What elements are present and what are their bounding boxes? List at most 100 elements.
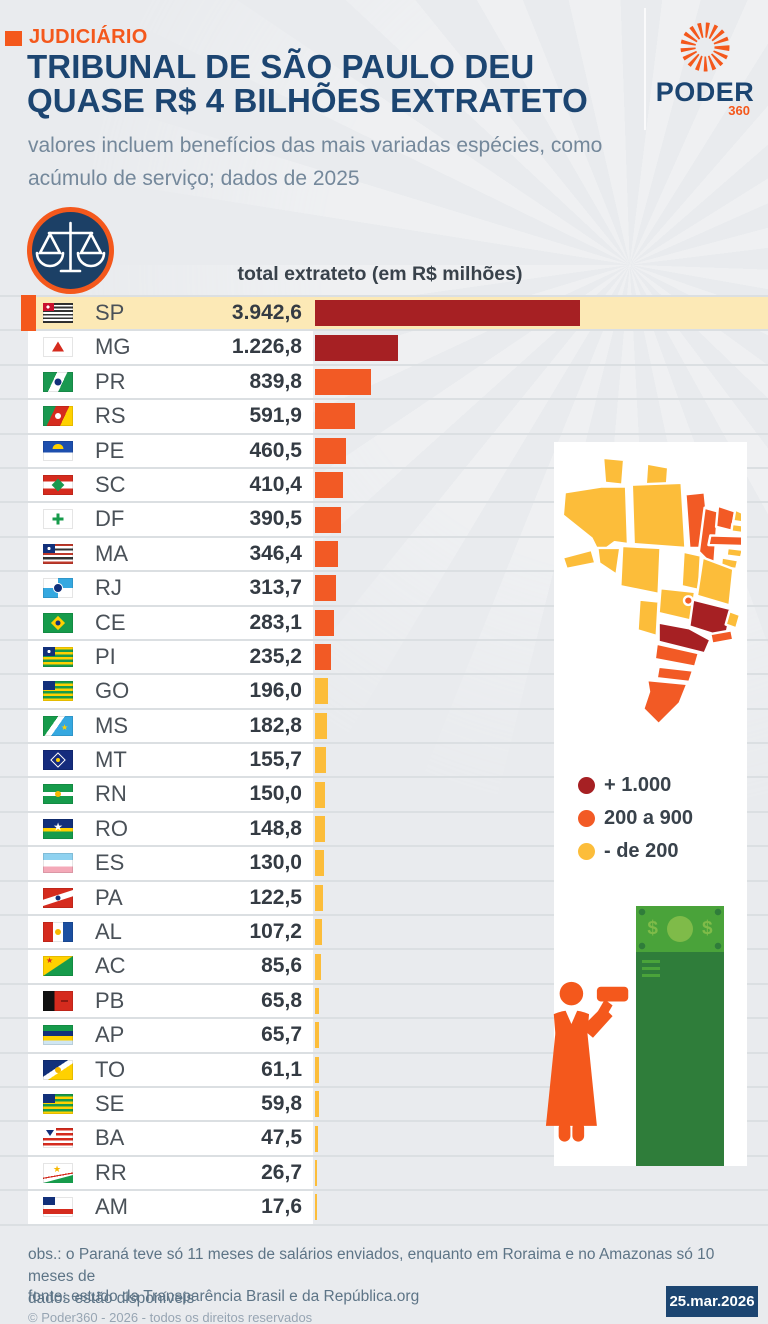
state-code: MG bbox=[95, 334, 131, 360]
state-value: 122,5 bbox=[249, 885, 302, 909]
value-bar bbox=[315, 644, 331, 671]
table-row: PB 65,8 bbox=[0, 984, 768, 1020]
state-code: SE bbox=[95, 1090, 125, 1116]
state-code: TO bbox=[95, 1056, 126, 1082]
logo-wordmark: PODER bbox=[655, 77, 755, 107]
state-value: 155,7 bbox=[249, 748, 302, 772]
table-row: MG 1.226,8 bbox=[0, 331, 768, 366]
row-background bbox=[28, 468, 313, 502]
state-flag-icon bbox=[43, 371, 73, 392]
table-row: RR 26,7 bbox=[0, 1156, 768, 1192]
copyright-line: © Poder360 - 2026 - todos os direitos re… bbox=[28, 1310, 313, 1324]
legend-dot bbox=[578, 843, 595, 860]
state-flag-icon bbox=[43, 1025, 73, 1046]
legend-dot bbox=[578, 810, 595, 827]
state-code: RS bbox=[95, 403, 126, 429]
value-bar bbox=[315, 884, 324, 911]
state-value: 410,4 bbox=[249, 472, 302, 496]
map-state-pr bbox=[653, 642, 701, 668]
value-bar bbox=[315, 1091, 319, 1118]
value-bar bbox=[315, 678, 329, 705]
value-bar bbox=[315, 575, 337, 602]
kicker-square bbox=[5, 31, 22, 46]
row-background bbox=[28, 950, 313, 983]
header-divider bbox=[644, 8, 646, 130]
map-state-df bbox=[682, 595, 694, 607]
value-bar bbox=[315, 540, 339, 567]
value-bar bbox=[315, 609, 334, 636]
table-row: RJ 313,7 bbox=[0, 572, 768, 607]
date-badge: 25.mar.2026 bbox=[666, 1286, 758, 1317]
table-row: PR 839,8 bbox=[0, 365, 768, 401]
state-code: SC bbox=[95, 471, 126, 497]
state-flag-icon bbox=[43, 853, 73, 874]
state-flag-icon bbox=[43, 1197, 73, 1218]
state-flag-icon bbox=[43, 681, 73, 702]
state-code: RO bbox=[95, 815, 128, 841]
state-flag-icon bbox=[43, 715, 73, 736]
state-code: MA bbox=[95, 540, 128, 566]
table-row: AM 17,6 bbox=[0, 1191, 768, 1226]
row-background bbox=[28, 572, 313, 605]
footnote: obs.: o Paraná teve só 11 meses de salár… bbox=[28, 1246, 715, 1307]
row-background bbox=[28, 1122, 313, 1155]
table-row: PI 235,2 bbox=[0, 640, 768, 676]
row-background bbox=[28, 640, 313, 674]
table-row: SP 3.942,6 bbox=[0, 295, 768, 332]
map-state-pa bbox=[630, 481, 687, 550]
table-row: AL 107,2 bbox=[0, 916, 768, 951]
state-value: 130,0 bbox=[249, 851, 302, 875]
map-state-ms bbox=[636, 598, 660, 638]
map-state-rr bbox=[601, 456, 626, 486]
row-background bbox=[28, 434, 313, 467]
state-code: PI bbox=[95, 643, 116, 669]
legend-label: - de 200 bbox=[604, 840, 679, 862]
legend-label: + 1.000 bbox=[604, 774, 672, 796]
state-value: 591,9 bbox=[249, 404, 302, 428]
value-bar bbox=[315, 816, 325, 843]
state-flag-icon bbox=[43, 509, 73, 530]
row-background bbox=[28, 1087, 313, 1121]
value-bar bbox=[315, 472, 343, 499]
row-background bbox=[28, 365, 313, 399]
state-flag-icon bbox=[43, 578, 73, 599]
map-state-al bbox=[725, 546, 741, 559]
table-row: RO 148,8 bbox=[0, 812, 768, 848]
table-row: MA 346,4 bbox=[0, 537, 768, 573]
row-background bbox=[28, 675, 313, 708]
state-value: 346,4 bbox=[249, 541, 302, 565]
state-code: AP bbox=[95, 1022, 125, 1048]
map-state-es bbox=[724, 609, 741, 630]
state-flag-icon bbox=[43, 1162, 73, 1183]
row-background bbox=[28, 503, 313, 536]
map-legend: + 1.000 200 a 900 - de 200 bbox=[578, 774, 693, 873]
state-code: GO bbox=[95, 678, 130, 704]
state-code: RR bbox=[95, 1159, 127, 1185]
map-state-pe bbox=[707, 534, 741, 548]
judge-collar bbox=[564, 1008, 579, 1024]
value-bar bbox=[315, 1159, 318, 1186]
state-flag-icon bbox=[43, 1093, 73, 1114]
section-kicker: JUDICIÁRIO bbox=[29, 26, 148, 48]
state-value: 235,2 bbox=[249, 644, 302, 668]
state-code: MS bbox=[95, 712, 128, 738]
value-bar bbox=[315, 403, 355, 430]
state-value: 283,1 bbox=[249, 610, 302, 634]
state-flag-icon bbox=[43, 303, 73, 323]
value-bar bbox=[315, 919, 323, 946]
state-code: CE bbox=[95, 609, 126, 635]
legend-label: 200 a 900 bbox=[604, 807, 693, 829]
row-background bbox=[28, 812, 313, 846]
state-code: BA bbox=[95, 1125, 125, 1151]
state-flag-icon bbox=[43, 440, 73, 461]
state-code: AL bbox=[95, 919, 122, 945]
table-row: RN 150,0 bbox=[0, 778, 768, 813]
row-background bbox=[28, 881, 313, 915]
state-code: PR bbox=[95, 368, 126, 394]
legend-dot bbox=[578, 777, 595, 794]
state-flag-icon bbox=[43, 1128, 73, 1149]
table-row: PA 122,5 bbox=[0, 881, 768, 917]
state-value: 17,6 bbox=[261, 1195, 302, 1219]
legend-item: 200 a 900 bbox=[578, 807, 693, 830]
